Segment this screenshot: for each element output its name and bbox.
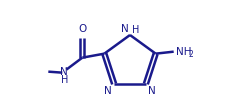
Text: N: N: [104, 86, 112, 96]
Text: NH: NH: [176, 47, 191, 57]
Text: N: N: [148, 86, 156, 96]
Text: H: H: [61, 75, 68, 85]
Text: N: N: [60, 67, 68, 77]
Text: H: H: [132, 25, 139, 35]
Text: N: N: [121, 24, 129, 34]
Text: 2: 2: [188, 50, 193, 59]
Text: O: O: [78, 24, 86, 34]
